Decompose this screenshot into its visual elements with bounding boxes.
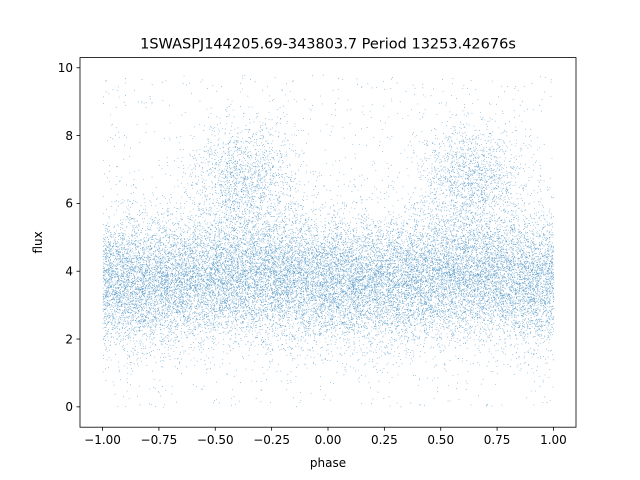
x-tick-label: 0.75 [484,433,511,447]
plot-area [80,57,576,428]
x-tick-label: 0.25 [371,433,398,447]
chart-title: 1SWASPJ144205.69-343803.7 Period 13253.4… [140,37,516,53]
y-axis-title: flux [31,231,45,253]
x-tick-label: −0.25 [253,433,290,447]
y-tick-label: 10 [58,61,73,75]
x-axis-title: phase [310,456,346,470]
x-axis-ticks: −1.00 −0.75 −0.50 −0.25 0.00 0.25 0.50 0.75 1.00 [84,427,567,447]
x-tick-label: −0.50 [197,433,234,447]
y-tick-label: 0 [65,400,73,414]
x-tick-label: 1.00 [540,433,567,447]
y-axis-ticks: 0 2 4 6 8 10 [58,61,80,414]
x-tick-label: −1.00 [84,433,121,447]
x-tick-label: −0.75 [141,433,178,447]
x-tick-label: 0.50 [427,433,454,447]
x-tick-label: 0.00 [315,433,342,447]
y-tick-label: 8 [65,129,73,143]
data-points [102,74,555,408]
y-tick-label: 2 [65,332,73,346]
y-tick-label: 6 [65,197,73,211]
y-tick-label: 4 [65,265,73,279]
scatter-points [102,74,555,408]
